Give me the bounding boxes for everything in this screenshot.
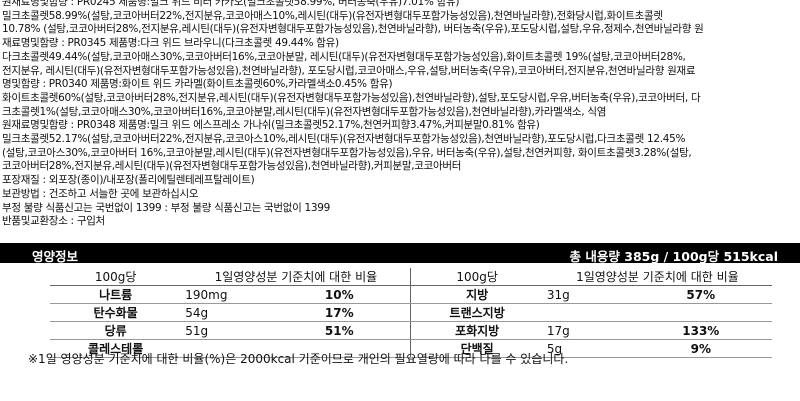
table-cell: 133% — [629, 321, 772, 340]
table-cell: 지방 — [410, 285, 543, 304]
table-cell: 콜레스테롤 — [50, 339, 182, 358]
header-cell: 1일영양성분 기준치에 대한 비율 — [542, 268, 772, 286]
text-line: 전지분유, 레시틴(대두)(유전자변형대두포함가능성있음),천연바닐라향), 포… — [2, 64, 696, 77]
text-line: 재료명및함량 : PR0345 제품명:다크 위드 브라우니(다크초콜렛 49.… — [2, 37, 339, 50]
text-line: 밀크초콜렛52.17%(설탕,코코아버터22%,전지분유,코코아스10%,레시틴… — [2, 133, 686, 145]
table-cell: 탄수화물 — [50, 303, 182, 322]
table-row: 탄수화물 54g 17% 트랜스지방 — [50, 303, 772, 322]
header-cell: 100g당 — [50, 268, 182, 286]
table-row: 나트륨 190mg 10% 지방 31g 57% — [50, 285, 772, 304]
table-cell: 31g — [542, 285, 630, 304]
table-cell: 190mg — [181, 285, 269, 304]
table-cell: 10% — [268, 285, 412, 304]
table-cell: 17% — [268, 303, 412, 322]
text-line: 다크초콜렛49.44%(설탕,코코아매스30%,코코아버터16%,코코아분말, … — [2, 50, 686, 63]
header-cell: 1일영양성분 기준치에 대한 비율 — [181, 268, 412, 286]
table-cell: 57% — [629, 285, 772, 304]
table-header: 100g당 1일영양성분 기준치에 대한 비율 100g당 1일영양성분 기준치… — [50, 268, 772, 286]
table-cell: 트랜스지방 — [410, 303, 543, 322]
table-cell — [629, 303, 772, 322]
table-cell: 포화지방 — [410, 321, 543, 340]
table-row: 콜레스테롤 단백질 5g 9% — [50, 339, 772, 358]
table-cell — [542, 303, 630, 322]
table-row: 당류 51g 51% 포화지방 17g 133% — [50, 321, 772, 340]
text-line: (설탕,코코아스30%,코코아버터 16%,코코아분말,레시틴(대두)(유전자변… — [2, 146, 692, 159]
nutrition-summary: 총 내용량 385g / 100g당 515kcal — [569, 249, 778, 264]
text-line: 코코아버터28%,전지분유,레시틴(대두)(유전자변형대두포함가능성있음),천연… — [2, 160, 462, 173]
text-line: 보관방법 : 건조하고 서늘한 곳에 보관하십시오 — [2, 187, 199, 200]
table-cell — [268, 339, 412, 358]
table-cell: 5g — [542, 339, 630, 358]
nutrition-header: 영양정보 총 내용량 385g / 100g당 515kcal — [0, 243, 800, 264]
table-cell: 51% — [268, 321, 412, 340]
nutrition-table: 100g당 1일영양성분 기준치에 대한 비율 100g당 1일영양성분 기준치… — [50, 268, 772, 358]
header-cell: 100g당 — [410, 268, 543, 286]
text-line: 밀크초콜렛58.99%(설탕,코코아버터22%,전지분유,코코아매스10%,레시… — [2, 9, 663, 22]
table-cell: 17g — [542, 321, 630, 340]
table-cell: 54g — [181, 303, 269, 322]
text-line: 화이트초콜렛60%(설탕,코코아버터28%,전지분유,레시틴(대두)(유전자변형… — [2, 91, 701, 104]
table-cell: 나트륨 — [50, 285, 182, 304]
text-line: 반품및교환장소 : 구입처 — [2, 215, 105, 228]
text-line: 크초콜렛1%(설탕,코코아매스30%,코코아버터16%,코코아분말,레시틴(대두… — [2, 105, 607, 118]
nutrition-note: ※1일 영양성분 기준치에 대한 비율(%)은 2000kcal 기준이므로 개… — [28, 352, 569, 366]
nutrition-title: 영양정보 — [32, 249, 79, 264]
text-line: 부정 불량 식품신고는 국번없이 1399 : 부정 불량 식품신고는 국번없이… — [2, 201, 331, 214]
table-cell: 51g — [181, 321, 269, 340]
text-line: 원재료명및함량 : PR0245 제품명:밀크 위드 비터 카카오(밀크초콜렛5… — [2, 0, 460, 8]
table-cell — [181, 339, 269, 358]
table-cell: 9% — [629, 339, 772, 358]
table-cell: 당류 — [50, 321, 182, 340]
text-line: 10.78% (설탕,코코아버터28%,전지분유,레시틴(대두)(유전자변형대두… — [2, 23, 704, 36]
text-line: 명및함량 : PR0340 제품명:화이트 위드 카라멜(화이트초콜렛60%,카… — [2, 78, 393, 91]
table-cell: 단백질 — [410, 339, 543, 358]
text-line: 원재료명및함량 : PR0348 제품명:밀크 위드 에스프레소 가나쉬(밀크초… — [2, 119, 540, 132]
text-line: 포장재질 : 외포장(종이)/내포장(폴리에틸렌테레프탈레이트) — [2, 174, 255, 187]
